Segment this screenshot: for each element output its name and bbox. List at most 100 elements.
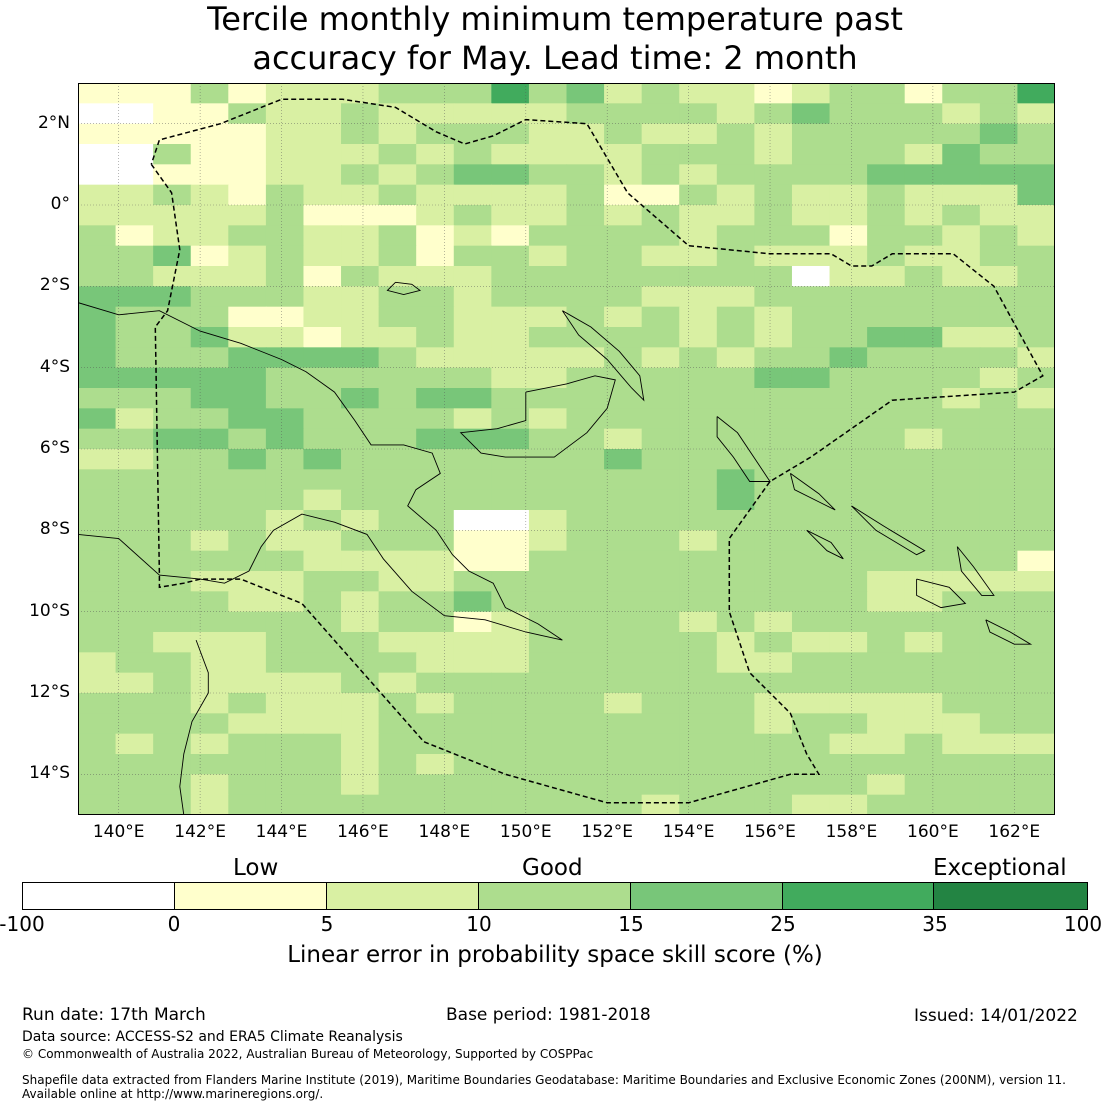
grid-cell [942,713,981,735]
grid-cell [416,225,455,247]
grid-cell [1017,489,1055,511]
grid-cell [942,469,981,491]
grid-cell [491,632,530,653]
grid-cell [416,489,455,511]
grid-cell [867,144,906,165]
grid-cell [341,489,380,511]
grid-cell [265,571,305,592]
grid-cell [453,774,492,796]
grid-cell [754,530,793,552]
grid-cell [265,469,305,491]
grid-cell [904,713,943,735]
grid-cell [491,103,530,125]
colorbar [22,882,1088,910]
grid-cell [754,266,793,287]
grid-cell [604,449,643,470]
grid-cell [303,774,342,796]
grid-cell [867,510,906,531]
grid-cell [791,408,831,430]
grid-cell [791,103,831,125]
grid-cell [78,733,117,755]
grid-cell [716,347,755,369]
grid-cell [829,184,868,206]
grid-cell [754,83,793,104]
grid-cell [153,754,192,775]
grid-cell [979,144,1019,165]
skill-map[interactable] [78,83,1055,815]
grid-cell [378,632,417,653]
grid-cell [679,184,718,206]
grid-cell [716,306,755,328]
colorbar-tick: 0 [167,912,181,936]
grid-cell [641,530,680,552]
grid-cell [78,164,117,186]
grid-cell [566,611,605,633]
grid-cell [303,693,342,714]
grid-cell [491,245,530,267]
grid-cell [115,266,154,287]
grid-cell [641,774,680,796]
grid-cell [265,408,305,430]
grid-cell [754,123,793,145]
grid-cell [942,306,981,328]
coastline [851,505,926,556]
grid-cell [829,286,868,308]
x-tick-label: 144°E [255,822,308,842]
grid-cell [716,225,755,247]
grid-cell [829,693,868,714]
grid-cell [528,428,568,450]
grid-cell [942,733,981,755]
grid-cell [754,733,793,755]
grid-cell [791,469,831,491]
grid-cell [416,205,455,226]
grid-cell [78,205,117,226]
grid-cell [528,123,568,145]
grid-cell [566,428,605,450]
grid-cell [378,652,417,674]
grid-cell [979,225,1019,247]
grid-cell [303,347,342,369]
grid-cell [791,225,831,247]
grid-cell [679,713,718,735]
grid-cell [228,449,267,470]
grid-cell [754,103,793,125]
grid-cell [453,164,492,186]
grid-cell [716,632,755,653]
grid-cell [115,510,154,531]
grid-cell [1017,245,1055,267]
grid-cell [904,794,943,815]
map-panel[interactable] [78,83,1055,815]
grid-cell [979,428,1019,450]
grid-cell [829,266,868,287]
grid-cell [754,225,793,247]
grid-cell [341,754,380,775]
grid-cell [228,123,267,145]
grid-cell [153,245,192,267]
grid-cell [378,286,417,308]
grid-cell [341,469,380,491]
grid-cell [1017,469,1055,491]
grid-cell [341,83,380,104]
grid-cell [528,306,568,328]
x-tick-label: 142°E [174,822,226,842]
grid-cell [190,672,229,694]
grid-cell [867,754,906,775]
grid-cell [566,266,605,287]
grid-cell [190,184,229,206]
grid-cell [528,733,568,755]
grid-cell [754,794,793,815]
grid-cell [867,408,906,430]
grid-cell [453,510,492,531]
grid-cell [1017,123,1055,145]
grid-cell [78,266,117,287]
grid-cell [416,550,455,572]
title-line-1: Tercile monthly minimum temperature past [207,0,903,38]
base-period: Base period: 1981-2018 [446,1005,651,1025]
grid-cell [78,184,117,206]
grid-cell [228,103,267,125]
grid-cell [641,367,680,389]
grid-cell [265,774,305,796]
grid-cell [303,672,342,694]
grid-cell [190,306,229,328]
grid-cell [829,611,868,633]
